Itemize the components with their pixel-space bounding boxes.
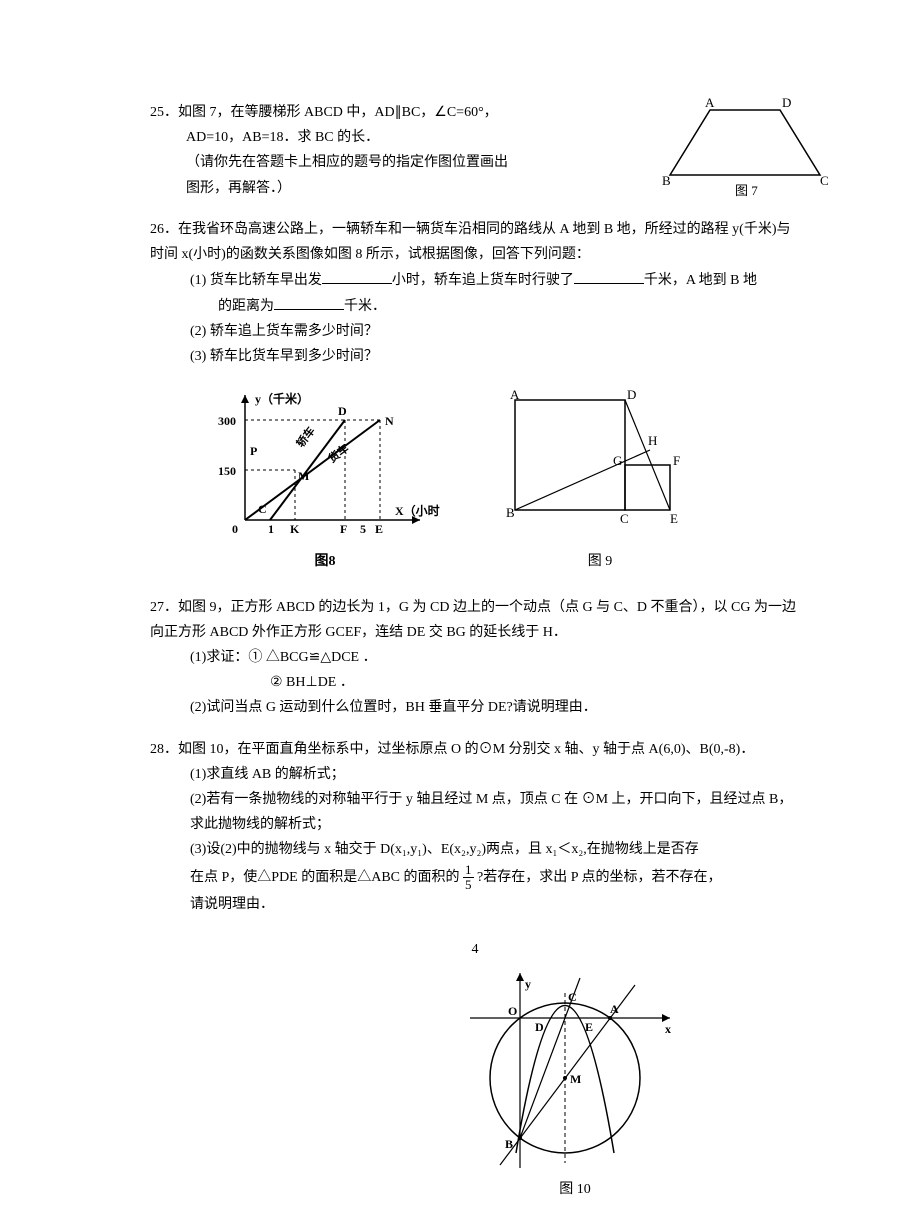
fig9-label: 图 9 — [588, 549, 613, 574]
q27-s1b: ② BH⊥DE ． — [150, 670, 800, 695]
q27-s1: (1)求证：① △BCG≌△DCE ． — [150, 645, 800, 670]
svg-text:B: B — [662, 173, 671, 188]
q25-line3: （请你先在答题卡上相应的题号的指定作图位置画出 — [150, 155, 508, 170]
blank-1[interactable] — [322, 267, 392, 284]
question-28: 28．如图 10，在平面直角坐标系中，过坐标原点 O 的⊙M 分别交 x 轴、y… — [150, 737, 800, 918]
svg-text:150: 150 — [218, 464, 236, 478]
svg-text:C: C — [820, 173, 829, 188]
svg-text:M: M — [570, 1072, 581, 1086]
q28-s3-line: 在点 P，使△PDE 的面积是△ABC 的面积的 15 ?若存在，求出 P 点的… — [150, 863, 800, 893]
figure-row-8-9: y（千米） 300 150 P D N M C K F E 0 1 5 X（小时… — [210, 385, 800, 574]
svg-text:D: D — [338, 404, 347, 418]
svg-text:M: M — [298, 469, 309, 483]
q27-s2: (2)试问当点 G 运动到什么位置时，BH 垂直平分 DE?请说明理由． — [150, 695, 800, 720]
svg-text:H: H — [648, 433, 657, 448]
svg-text:D: D — [535, 1020, 544, 1034]
q28-s3d: 请说明理由． — [150, 892, 800, 917]
q28-s2: (2)若有一条抛物线的对称轴平行于 y 轴且经过 M 点，顶点 C 在 ⊙M 上… — [150, 787, 800, 837]
q25-line1: 如图 7，在等腰梯形 ABCD 中，AD∥BC，∠C=60°， — [178, 105, 498, 120]
q25-num: 25． — [150, 105, 178, 120]
svg-text:y（千米）: y（千米） — [255, 391, 309, 406]
chart-svg: y（千米） 300 150 P D N M C K F E 0 1 5 X（小时… — [210, 385, 440, 545]
figure-8: y（千米） 300 150 P D N M C K F E 0 1 5 X（小时… — [210, 385, 440, 574]
fig10-label: 图 10 — [559, 1177, 591, 1202]
svg-text:x: x — [665, 1022, 671, 1036]
svg-text:B: B — [505, 1137, 513, 1151]
blank-2[interactable] — [574, 267, 644, 284]
fig8-label: 图8 — [315, 549, 336, 574]
svg-text:图 7: 图 7 — [735, 183, 758, 198]
q28-s3a: (3)设(2)中的抛物线与 x 轴交于 D(x₁,y₁)、E(x₂,y₂)两点，… — [150, 837, 800, 862]
q28-num: 28． — [150, 742, 178, 757]
svg-text:X（小时）: X（小时） — [395, 503, 440, 518]
page-number: 4 — [150, 937, 800, 962]
svg-text:O: O — [508, 1004, 517, 1018]
squares-svg: A D B C E F G H — [500, 385, 700, 545]
q26-sub1: (1) 货车比轿车早出发小时，轿车追上货车时行驶了千米，A 地到 B 地 的距离… — [150, 267, 800, 319]
svg-text:5: 5 — [360, 522, 366, 536]
q28-s1: (1)求直线 AB 的解析式； — [150, 762, 800, 787]
svg-text:D: D — [627, 387, 636, 402]
q25-line2: AD=10，AB=18．求 BC 的长． — [150, 130, 379, 145]
svg-text:P: P — [250, 444, 257, 458]
svg-text:0: 0 — [232, 522, 238, 536]
q26-sub3: (3) 轿车比货车早到多少时间？ — [150, 344, 800, 369]
svg-text:B: B — [506, 505, 515, 520]
trapezoid-svg: A D B C 图 7 — [660, 95, 830, 205]
question-26: 26．在我省环岛高速公路上，一辆轿车和一辆货车沿相同的路线从 A 地到 B 地，… — [150, 217, 800, 370]
q25-line4: 图形，再解答．） — [150, 181, 291, 196]
svg-text:E: E — [375, 522, 383, 536]
svg-text:y: y — [525, 977, 531, 991]
svg-text:C: C — [568, 990, 577, 1004]
fraction-1-5: 15 — [463, 863, 474, 893]
svg-text:F: F — [673, 453, 680, 468]
blank-3[interactable] — [274, 293, 344, 310]
q26-num: 26． — [150, 222, 178, 237]
q26-intro: 在我省环岛高速公路上，一辆轿车和一辆货车沿相同的路线从 A 地到 B 地，所经过… — [150, 222, 791, 262]
svg-text:1: 1 — [268, 522, 274, 536]
question-25: 25．如图 7，在等腰梯形 ABCD 中，AD∥BC，∠C=60°， AD=10… — [150, 100, 800, 201]
svg-text:轿车: 轿车 — [293, 424, 317, 450]
q27-intro: 如图 9，正方形 ABCD 的边长为 1，G 为 CD 边上的一个动点（点 G … — [150, 600, 796, 640]
svg-text:K: K — [290, 522, 300, 536]
svg-text:A: A — [510, 387, 520, 402]
q26-sub2: (2) 轿车追上货车需多少时间？ — [150, 319, 800, 344]
q28-intro: 如图 10，在平面直角坐标系中，过坐标原点 O 的⊙M 分别交 x 轴、y 轴于… — [178, 742, 754, 757]
q27-num: 27． — [150, 600, 178, 615]
figure-9: A D B C E F G H 图 9 — [500, 385, 700, 574]
svg-text:E: E — [670, 511, 678, 526]
circle-parabola-svg: y x O A B C D E M — [470, 973, 680, 1173]
svg-text:F: F — [340, 522, 347, 536]
figure-7: A D B C 图 7 — [660, 95, 830, 205]
svg-text:C: C — [258, 502, 267, 516]
svg-text:A: A — [705, 95, 715, 110]
svg-text:N: N — [385, 414, 394, 428]
svg-text:G: G — [613, 453, 622, 468]
svg-text:A: A — [610, 1002, 619, 1016]
svg-text:300: 300 — [218, 414, 236, 428]
svg-text:C: C — [620, 511, 629, 526]
figure-10: y x O A B C D E M 图 10 — [350, 973, 800, 1202]
svg-text:E: E — [585, 1020, 593, 1034]
question-27: 27．如图 9，正方形 ABCD 的边长为 1，G 为 CD 边上的一个动点（点… — [150, 595, 800, 721]
svg-text:D: D — [782, 95, 791, 110]
